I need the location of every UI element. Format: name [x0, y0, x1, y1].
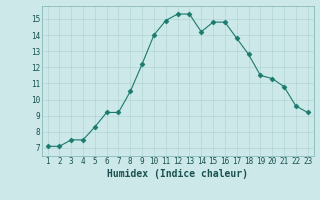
- X-axis label: Humidex (Indice chaleur): Humidex (Indice chaleur): [107, 169, 248, 179]
